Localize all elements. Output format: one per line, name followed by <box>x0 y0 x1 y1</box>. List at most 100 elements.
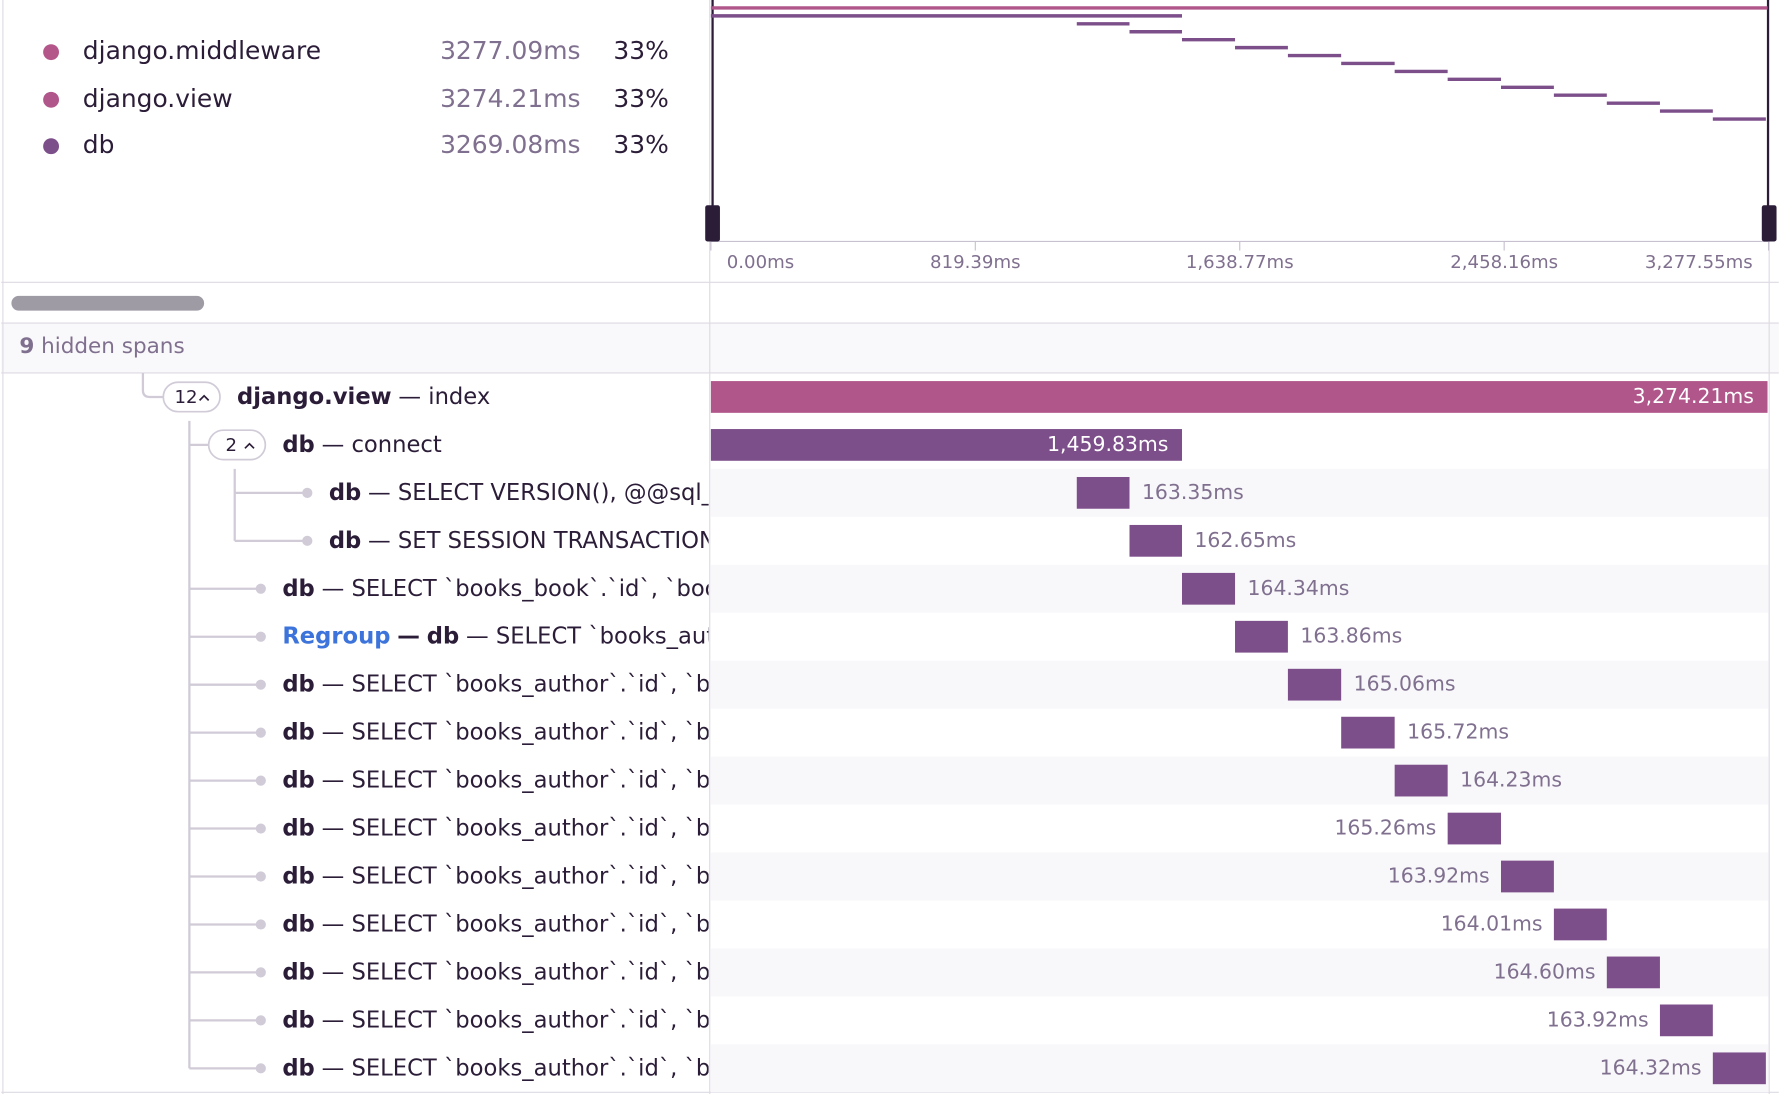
duration-label: 164.32ms <box>1600 1055 1702 1079</box>
span-op: db <box>282 1055 314 1081</box>
legend-dot <box>43 44 60 61</box>
span-description: — SELECT `books_author`.`id`, `boo <box>322 671 738 697</box>
span-description: — SELECT `books_book`.`id`, `books <box>322 575 744 601</box>
span-sep: — <box>397 623 420 649</box>
span-label[interactable]: db — SET SESSION TRANSACTION <box>329 527 716 553</box>
span-bar[interactable] <box>1553 908 1607 941</box>
span-bar[interactable] <box>1341 716 1395 749</box>
row-bg <box>710 756 1769 805</box>
span-bar[interactable] <box>1181 572 1236 605</box>
tree-dot <box>255 727 266 738</box>
span-bar[interactable] <box>1659 1004 1713 1037</box>
legend-name: db <box>83 130 115 159</box>
span-op: django.view <box>237 383 392 409</box>
row-bg <box>710 948 1769 997</box>
span-tag: Regroup <box>282 623 390 649</box>
span-op: db <box>329 527 361 553</box>
duration-label: 163.86ms <box>1300 624 1402 648</box>
child-count: 2 <box>226 435 238 456</box>
span-description: — SET SESSION TRANSACTION <box>368 527 716 553</box>
span-bar[interactable] <box>710 429 1182 461</box>
span-label[interactable]: db — SELECT `books_author`.`id`, `boo <box>282 719 738 745</box>
legend-duration: 3277.09ms <box>440 36 580 65</box>
span-label[interactable]: db — SELECT `books_book`.`id`, `books <box>282 575 743 601</box>
span-description: — SELECT `books_author`.`id`, `boo <box>322 767 738 793</box>
span-description: — SELECT `books_auth <box>466 623 730 649</box>
chevron <box>244 442 255 449</box>
duration-label: 164.23ms <box>1460 768 1562 792</box>
span-bar[interactable] <box>1076 476 1130 509</box>
tree-dot <box>255 871 266 882</box>
span-bar[interactable] <box>1394 764 1448 797</box>
tree-dot <box>255 1063 266 1074</box>
span-label[interactable]: django.view — index <box>237 383 490 409</box>
span-label[interactable]: db — SELECT VERSION(), @@sql_m <box>329 479 735 505</box>
span-op: db <box>282 575 314 601</box>
span-description: — connect <box>322 431 442 457</box>
tick-label: 0.00ms <box>727 252 794 273</box>
tree-dot <box>255 1015 266 1026</box>
duration-label: 1,459.83ms <box>1047 432 1168 456</box>
chevron <box>198 394 210 401</box>
span-bar[interactable] <box>1447 812 1501 845</box>
scrollbar[interactable] <box>11 295 205 311</box>
tree-line <box>141 372 164 399</box>
span-label[interactable]: db — SELECT `books_author`.`id`, `boo <box>282 911 738 937</box>
tick-label: 1,638.77ms <box>1186 252 1294 273</box>
span-bar[interactable] <box>1235 620 1288 653</box>
span-bar[interactable] <box>1712 1052 1766 1085</box>
span-bar[interactable] <box>1500 860 1554 893</box>
row-bg <box>710 468 1769 517</box>
span-label[interactable]: db — SELECT `books_author`.`id`, `boo <box>282 863 738 889</box>
span-description: — SELECT `books_author`.`id`, `boo <box>322 1007 738 1033</box>
span-bar[interactable] <box>710 381 1768 413</box>
span-label[interactable]: db — SELECT `books_author`.`id`, `boo <box>282 815 738 841</box>
span-label[interactable]: Regroup — db — SELECT `books_auth <box>282 623 729 649</box>
span-description: — index <box>398 383 490 409</box>
row-bg <box>710 564 1769 613</box>
span-label[interactable]: db — connect <box>282 431 442 457</box>
window-handle[interactable] <box>1761 205 1777 242</box>
row-bg <box>710 1044 1769 1093</box>
window-handle[interactable] <box>705 205 720 242</box>
duration-label: 3,274.21ms <box>1633 384 1754 408</box>
span-op: db <box>282 719 314 745</box>
child-toggle[interactable] <box>162 381 221 413</box>
legend-percent: 33% <box>613 84 668 113</box>
span-op: db <box>282 767 314 793</box>
span-label[interactable]: db — SELECT `books_author`.`id`, `boo <box>282 1055 738 1081</box>
hidden-text: hidden spans <box>41 334 185 359</box>
duration-label: 163.92ms <box>1388 864 1490 888</box>
span-label[interactable]: db — SELECT `books_author`.`id`, `boo <box>282 959 738 985</box>
span-description: — SELECT `books_author`.`id`, `boo <box>322 719 738 745</box>
span-bar[interactable] <box>1129 524 1182 557</box>
tree-dot <box>255 775 266 786</box>
duration-label: 164.60ms <box>1494 959 1596 983</box>
span-op: db <box>282 959 314 985</box>
span-label[interactable]: db — SELECT `books_author`.`id`, `boo <box>282 1007 738 1033</box>
tree-dot <box>302 487 313 498</box>
row-bg <box>710 660 1769 709</box>
tree-dot <box>302 535 313 546</box>
tree-dot <box>255 631 266 642</box>
duration-label: 163.92ms <box>1547 1007 1649 1031</box>
tick-label: 3,277.55ms <box>1645 252 1753 273</box>
duration-label: 163.35ms <box>1142 480 1244 504</box>
hidden-spans[interactable]: 9 hidden spans <box>19 334 184 359</box>
tree-dot <box>255 919 266 930</box>
span-bar[interactable] <box>1606 956 1660 989</box>
legend-name: django.view <box>83 84 233 113</box>
span-op: db <box>282 863 314 889</box>
tree-dot <box>255 583 266 594</box>
span-op: db <box>427 623 459 649</box>
span-op: db <box>282 671 314 697</box>
tree-dot <box>255 967 266 978</box>
duration-label: 165.72ms <box>1407 720 1509 744</box>
span-label[interactable]: db — SELECT `books_author`.`id`, `boo <box>282 767 738 793</box>
duration-label: 162.65ms <box>1194 528 1296 552</box>
child-toggle[interactable] <box>207 429 267 461</box>
legend-dot <box>43 138 60 155</box>
span-bar[interactable] <box>1287 668 1342 701</box>
span-label[interactable]: db — SELECT `books_author`.`id`, `boo <box>282 671 738 697</box>
